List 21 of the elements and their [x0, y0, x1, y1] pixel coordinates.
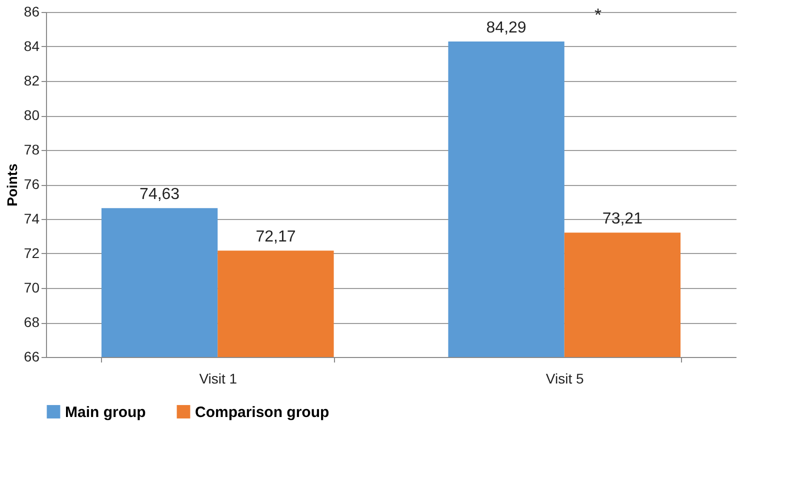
y-tick-label: 68	[24, 314, 40, 330]
annotation: *	[594, 5, 602, 25]
y-tick-label: 86	[24, 4, 40, 20]
y-tick-label: 66	[24, 348, 40, 364]
x-tick-label: Visit 1	[199, 370, 238, 386]
y-tick-label: 72	[24, 245, 40, 261]
legend-label: Comparison group	[195, 404, 330, 421]
data-label: 72,17	[256, 228, 296, 246]
y-tick-label: 84	[24, 38, 40, 54]
y-tick-label: 74	[24, 210, 40, 226]
data-label: 73,21	[602, 210, 643, 228]
y-axis-title: Points	[4, 163, 20, 206]
legend-label: Main group	[65, 404, 146, 421]
y-tick-label: 78	[24, 142, 40, 158]
y-tick-label: 76	[24, 176, 40, 192]
y-tick-label: 80	[24, 107, 40, 123]
data-label: 84,29	[486, 19, 526, 36]
data-label: 74,63	[140, 186, 180, 204]
y-tick-label: 70	[24, 280, 40, 296]
x-tick-label: Visit 5	[546, 370, 584, 386]
y-tick-label: 82	[24, 72, 40, 88]
